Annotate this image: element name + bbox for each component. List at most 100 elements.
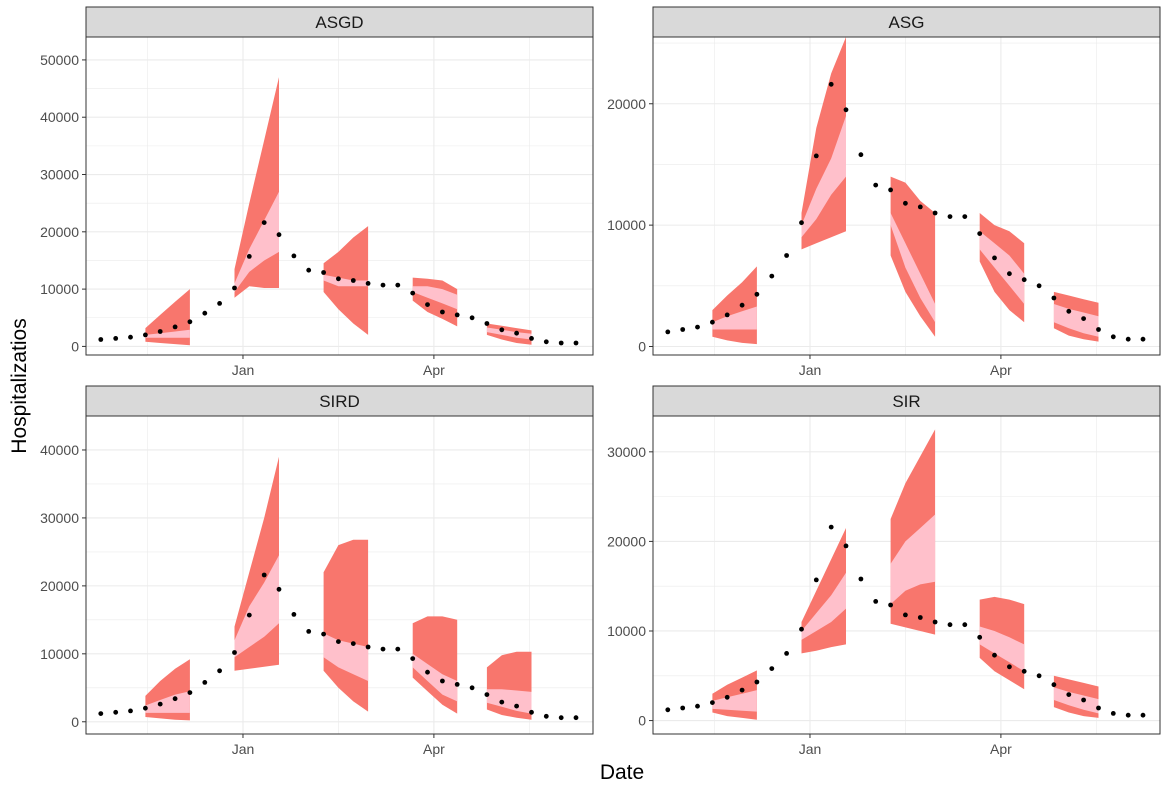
data-point [217, 668, 223, 674]
y-tick-label: 10000 [607, 623, 646, 639]
data-point [380, 646, 386, 652]
data-point [962, 622, 968, 628]
data-point [543, 339, 549, 345]
data-point [454, 312, 460, 318]
data-point [784, 651, 789, 656]
data-point [1021, 277, 1027, 283]
y-tick-label: 0 [71, 714, 79, 730]
panels-layer: ASGD 0 10000 20000 30000 40000 50000 Jan Apr ASG 0… [40, 6, 1161, 757]
data-point [1066, 692, 1072, 697]
data-point [514, 330, 519, 336]
data-point [888, 187, 893, 193]
data-point [113, 336, 119, 341]
panel-asg: ASG 0 10000 20000 Jan Apr [607, 6, 1161, 378]
data-point [858, 152, 864, 158]
strip-background [652, 6, 1161, 38]
data-point [365, 281, 371, 286]
strip-background [85, 6, 594, 38]
x-tick-label: Apr [423, 741, 445, 757]
data-point [440, 678, 445, 684]
inner-band-2 [234, 555, 279, 658]
data-point [529, 336, 534, 341]
data-point [425, 302, 430, 307]
data-point [291, 612, 297, 617]
data-point [143, 705, 148, 711]
y-tick-label: 30000 [40, 510, 79, 526]
y-tick-label: 10000 [40, 646, 79, 662]
data-point [769, 273, 775, 279]
data-point [754, 291, 760, 297]
data-point [454, 682, 460, 687]
data-point [813, 153, 819, 159]
inner-band-3 [323, 633, 369, 681]
strip-label: ASGD [315, 13, 363, 32]
data-point [187, 690, 193, 695]
data-point [799, 220, 804, 226]
data-point [157, 329, 163, 334]
data-point [932, 619, 938, 625]
y-tick-label: 40000 [40, 109, 79, 125]
outer-band-2 [801, 37, 846, 250]
x-tick-label: Jan [232, 741, 255, 757]
strip-label: ASG [889, 13, 925, 32]
data-point [888, 602, 893, 608]
data-point [484, 692, 490, 697]
data-point [1125, 712, 1131, 718]
data-point [440, 309, 445, 315]
inner-band-3 [323, 274, 369, 287]
data-point [739, 687, 745, 693]
data-point [217, 301, 223, 306]
data-point [246, 612, 252, 618]
data-point [1007, 271, 1012, 277]
data-point [350, 278, 356, 283]
data-point [665, 329, 671, 335]
inner-band-4 [412, 286, 458, 310]
data-point [291, 253, 297, 259]
inner-band-4 [979, 626, 1025, 672]
panel-sir: SIR 0 10000 20000 30000 Jan Apr [607, 385, 1161, 757]
inner-band-5 [1053, 304, 1099, 337]
data-point [947, 214, 953, 220]
data-point [276, 586, 282, 592]
data-point [113, 709, 119, 715]
data-point [336, 639, 341, 644]
data-point [1096, 705, 1101, 711]
data-point [246, 254, 252, 259]
data-point [1140, 712, 1146, 718]
strip-label: SIR [892, 392, 920, 411]
data-point [710, 700, 715, 705]
data-point [232, 285, 237, 291]
data-point [410, 290, 416, 296]
data-point [724, 694, 730, 700]
y-tick-label: 20000 [40, 224, 79, 240]
data-point [962, 214, 968, 220]
data-point [813, 577, 819, 583]
data-point [321, 631, 326, 637]
inner-band-2 [234, 191, 279, 292]
data-point [261, 220, 267, 226]
y-tick-label: 0 [638, 339, 646, 355]
y-tick-label: 10000 [40, 281, 79, 297]
y-tick-label: 30000 [607, 444, 646, 460]
data-point [410, 656, 416, 661]
data-point [365, 644, 371, 650]
data-point [529, 709, 534, 715]
data-point [873, 599, 879, 604]
inner-band-2 [801, 115, 846, 238]
inner-band-3 [890, 514, 936, 605]
data-point [992, 652, 997, 658]
data-point [143, 332, 148, 338]
data-point [98, 337, 104, 342]
data-point [306, 629, 312, 634]
y-tick-label: 50000 [40, 52, 79, 68]
data-point [1110, 334, 1116, 340]
strip-background [85, 385, 594, 417]
data-point [724, 312, 730, 318]
data-point [665, 707, 671, 713]
data-point [514, 703, 519, 709]
data-point [1081, 697, 1086, 703]
data-point [558, 715, 564, 721]
data-point [202, 680, 208, 685]
inner-band-3 [890, 213, 936, 323]
data-point [695, 324, 700, 330]
